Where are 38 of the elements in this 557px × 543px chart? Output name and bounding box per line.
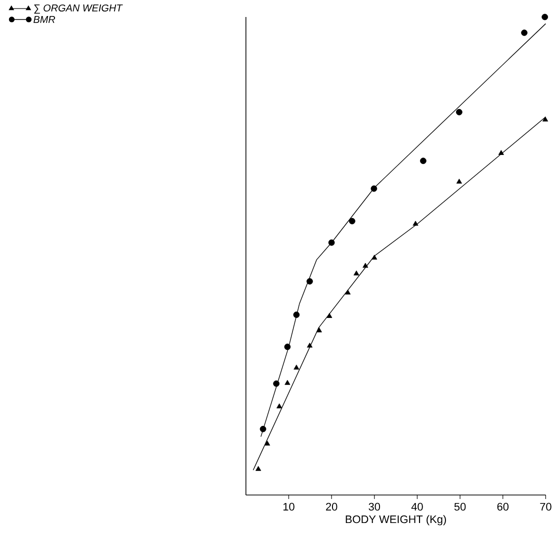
point xyxy=(420,158,426,164)
legend-label: BMR xyxy=(34,16,56,23)
point xyxy=(542,116,548,122)
point xyxy=(354,270,360,276)
point xyxy=(306,342,313,348)
x-tick-label: 20 xyxy=(326,502,338,511)
point xyxy=(264,440,270,446)
point xyxy=(370,185,378,192)
point xyxy=(456,178,462,184)
x-tick-label: 40 xyxy=(411,502,423,511)
point xyxy=(348,218,356,224)
point xyxy=(284,380,290,385)
point xyxy=(326,313,332,318)
legend-label: ∑ ORGAN WEIGHT xyxy=(34,4,123,14)
x-tick-label: 30 xyxy=(368,502,380,511)
point xyxy=(372,254,378,260)
x-axis-title: BODY WEIGHT (Kg) xyxy=(346,515,446,526)
point xyxy=(412,220,418,226)
point xyxy=(260,426,266,432)
point xyxy=(306,278,313,285)
point xyxy=(276,403,282,408)
point xyxy=(293,312,300,318)
point xyxy=(362,262,368,268)
point xyxy=(498,150,504,155)
point xyxy=(328,239,335,246)
point xyxy=(273,380,280,387)
point xyxy=(345,290,351,294)
x-tick-label: 70 xyxy=(540,502,552,511)
point xyxy=(542,14,548,20)
x-tick-label: 10 xyxy=(283,502,294,511)
x-tick-label: 60 xyxy=(497,502,509,511)
point xyxy=(521,30,528,36)
point xyxy=(256,466,262,471)
point xyxy=(294,364,300,370)
point xyxy=(284,344,291,350)
x-tick-label: 50 xyxy=(454,502,466,511)
point xyxy=(456,108,462,116)
point xyxy=(316,327,322,332)
